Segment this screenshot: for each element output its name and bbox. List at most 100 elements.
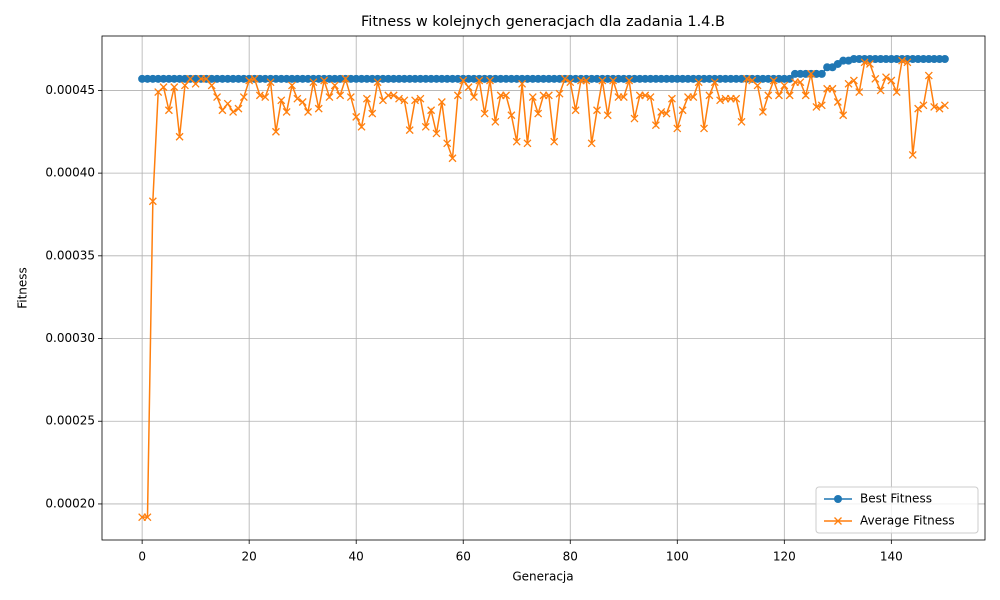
point-marker	[694, 78, 703, 87]
series	[138, 56, 949, 522]
point-marker	[651, 121, 660, 130]
point-marker	[282, 107, 291, 116]
point-marker	[432, 129, 441, 138]
point-marker	[689, 93, 698, 101]
point-marker	[213, 93, 222, 101]
point-marker	[593, 106, 601, 115]
point-marker	[609, 76, 618, 85]
point-marker	[587, 139, 596, 148]
y-tick-label: 0.00040	[45, 166, 95, 180]
point-marker	[876, 86, 885, 95]
point-marker	[448, 154, 457, 163]
point-marker	[775, 91, 783, 100]
point-marker	[855, 88, 864, 97]
point-marker	[603, 111, 612, 120]
point-marker	[807, 69, 816, 78]
y-axis-label: Fitness	[16, 267, 30, 309]
point-marker	[405, 126, 414, 135]
point-marker	[271, 127, 280, 136]
point-marker	[844, 79, 853, 88]
point-marker	[411, 96, 420, 105]
x-tick-label: 100	[666, 550, 689, 564]
legend-box	[815, 486, 979, 534]
point-marker	[550, 137, 559, 146]
x-tick-label: 0	[138, 550, 146, 564]
legend-marker	[834, 517, 842, 525]
point-marker	[261, 93, 270, 101]
point-marker	[304, 107, 312, 116]
point-marker	[159, 83, 168, 92]
point-marker	[732, 94, 741, 103]
point-marker	[903, 58, 912, 67]
point-marker	[940, 54, 949, 63]
point-marker	[571, 106, 580, 115]
point-marker	[175, 132, 184, 141]
point-marker	[400, 96, 409, 105]
point-marker	[464, 83, 473, 92]
point-marker	[641, 91, 650, 100]
point-marker	[346, 93, 355, 101]
point-marker	[373, 78, 382, 87]
point-marker	[314, 104, 323, 113]
point-marker	[443, 139, 452, 148]
chart-title: Fitness w kolejnych generacjach dla zada…	[361, 14, 725, 30]
point-marker	[293, 94, 302, 103]
point-marker	[839, 111, 848, 120]
point-marker	[277, 96, 286, 105]
legend: Best Fitness Average Fitness	[815, 486, 979, 534]
point-marker	[849, 76, 858, 85]
x-tick-label: 120	[773, 550, 796, 564]
point-marker	[143, 513, 152, 522]
point-marker	[919, 101, 928, 110]
point-marker	[930, 103, 939, 111]
point-marker	[860, 58, 869, 67]
x-axis-label: Generacja	[512, 570, 573, 584]
point-marker	[667, 94, 676, 103]
point-marker	[453, 91, 462, 100]
x-tick-label: 20	[242, 550, 257, 564]
point-marker	[555, 89, 564, 98]
point-marker	[207, 81, 216, 90]
point-marker	[469, 93, 478, 101]
point-marker	[785, 74, 794, 83]
point-marker	[737, 117, 746, 126]
point-marker	[753, 81, 762, 90]
point-marker	[357, 122, 366, 131]
x-tick-label: 140	[880, 550, 903, 564]
point-marker	[678, 106, 687, 115]
point-marker	[785, 91, 794, 100]
point-marker	[780, 81, 789, 90]
y-tick-label: 0.00035	[45, 248, 95, 262]
x-tick-label: 40	[349, 550, 364, 564]
point-marker	[710, 78, 719, 87]
point-marker	[544, 91, 553, 100]
point-marker	[255, 91, 264, 100]
point-marker	[833, 98, 842, 106]
point-marker	[336, 91, 345, 100]
x-tick-label: 80	[563, 550, 578, 564]
point-marker	[764, 91, 773, 100]
y-tick-label: 0.00025	[45, 414, 95, 428]
point-marker	[180, 81, 189, 90]
point-marker	[801, 91, 810, 100]
point-marker	[320, 76, 329, 85]
point-marker	[882, 73, 890, 82]
point-marker	[566, 78, 575, 87]
point-marker	[700, 124, 709, 133]
point-marker	[582, 76, 591, 85]
point-marker	[646, 93, 655, 101]
point-marker	[266, 78, 275, 87]
point-marker	[309, 78, 318, 87]
point-marker	[560, 74, 569, 83]
point-marker	[475, 76, 484, 85]
point-marker	[298, 98, 307, 106]
point-marker	[325, 93, 334, 101]
point-marker	[427, 106, 436, 115]
point-marker	[170, 83, 179, 92]
legend-marker	[834, 495, 842, 503]
point-marker	[742, 74, 751, 83]
point-marker	[164, 106, 173, 115]
point-marker	[389, 91, 398, 100]
